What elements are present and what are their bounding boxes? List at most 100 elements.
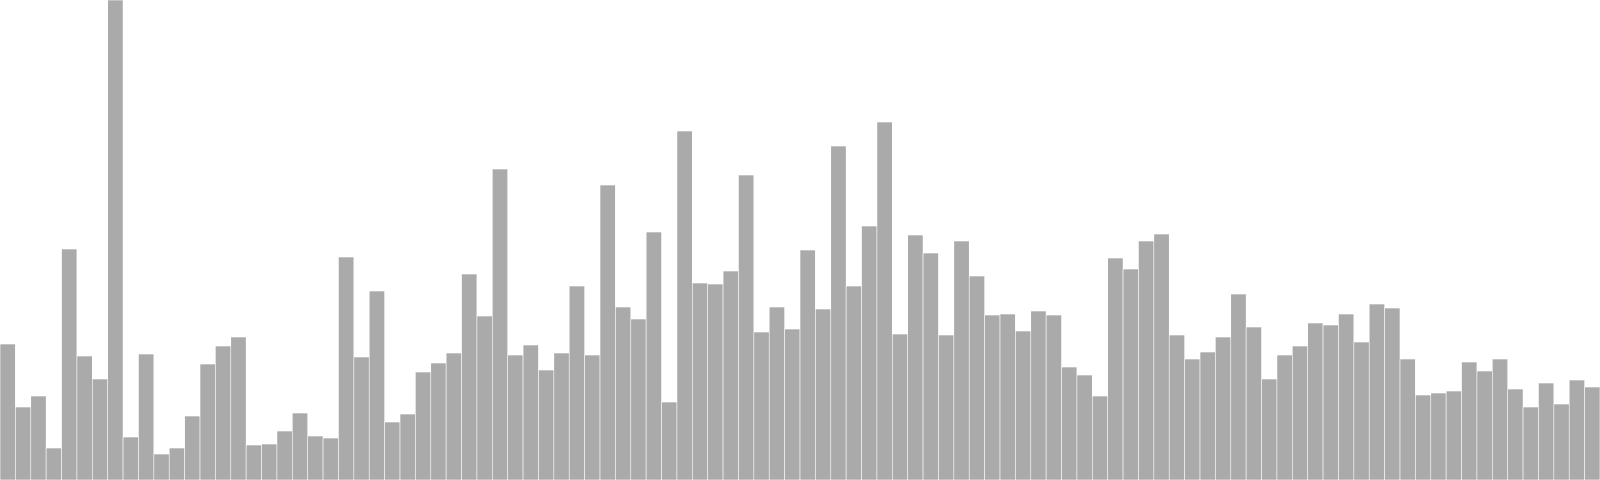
bar bbox=[415, 371, 432, 480]
bar bbox=[1292, 345, 1308, 480]
bar bbox=[445, 352, 462, 480]
bar bbox=[292, 412, 308, 480]
bar bbox=[1353, 341, 1370, 480]
bar bbox=[968, 275, 985, 480]
bar bbox=[107, 0, 124, 480]
bar bbox=[30, 395, 47, 480]
bar bbox=[461, 273, 478, 480]
bar bbox=[922, 252, 939, 480]
bar bbox=[738, 174, 755, 480]
bar bbox=[1107, 257, 1124, 480]
bar bbox=[1015, 330, 1032, 480]
bar bbox=[1384, 307, 1401, 480]
bar bbox=[861, 225, 878, 480]
bar bbox=[1568, 379, 1585, 480]
bar bbox=[707, 283, 724, 480]
bar bbox=[661, 401, 678, 480]
bar bbox=[645, 231, 662, 480]
bar bbox=[476, 315, 493, 480]
bar bbox=[630, 318, 647, 480]
bar bbox=[1153, 233, 1170, 480]
bar bbox=[307, 435, 324, 480]
bar bbox=[984, 314, 1001, 480]
bar bbox=[1584, 386, 1600, 480]
bar bbox=[507, 354, 524, 480]
bar bbox=[676, 130, 693, 480]
bar bbox=[1076, 374, 1093, 480]
bar bbox=[0, 343, 16, 480]
bar bbox=[1522, 406, 1539, 480]
bar bbox=[1307, 322, 1324, 480]
bar bbox=[215, 345, 232, 480]
bar bbox=[322, 437, 339, 480]
bar bbox=[845, 285, 862, 480]
bar bbox=[45, 447, 62, 480]
bar bbox=[1445, 390, 1462, 480]
bar bbox=[1045, 314, 1062, 480]
bar bbox=[1368, 303, 1385, 480]
bar bbox=[876, 121, 893, 480]
bar bbox=[799, 249, 816, 480]
bar bbox=[938, 334, 955, 480]
bar bbox=[584, 354, 601, 480]
bar bbox=[830, 145, 847, 480]
bar bbox=[245, 444, 262, 480]
bar bbox=[892, 333, 908, 480]
bar bbox=[1215, 336, 1232, 480]
bar bbox=[15, 406, 32, 480]
bar bbox=[907, 234, 924, 480]
bar bbox=[492, 168, 508, 480]
bar bbox=[1261, 378, 1278, 480]
bar bbox=[1507, 388, 1524, 480]
bar bbox=[522, 344, 539, 480]
bar bbox=[399, 413, 416, 480]
bar bbox=[1461, 361, 1478, 480]
bar bbox=[1553, 403, 1570, 480]
bar bbox=[553, 352, 570, 480]
bar bbox=[568, 285, 585, 480]
bar bbox=[92, 378, 108, 480]
bar bbox=[1199, 351, 1216, 480]
bar bbox=[122, 436, 139, 480]
bar bbox=[1276, 354, 1293, 480]
bar bbox=[1092, 395, 1108, 480]
bar bbox=[138, 353, 155, 480]
bar bbox=[999, 313, 1016, 480]
bar bbox=[953, 240, 970, 480]
bar bbox=[230, 336, 247, 480]
bar bbox=[368, 290, 385, 480]
bar bbox=[184, 415, 201, 480]
bar bbox=[1415, 394, 1432, 480]
bar bbox=[1061, 366, 1078, 480]
bar bbox=[1492, 358, 1508, 480]
bar bbox=[384, 421, 401, 480]
bar bbox=[815, 308, 832, 480]
bar bbox=[768, 306, 785, 480]
bar bbox=[1138, 240, 1155, 480]
bar bbox=[261, 443, 278, 480]
bar bbox=[753, 331, 770, 480]
bar bbox=[538, 369, 555, 480]
bar bbox=[76, 355, 93, 480]
bar bbox=[722, 270, 739, 480]
bar bbox=[615, 306, 632, 480]
bar bbox=[153, 453, 170, 480]
bar bbox=[692, 282, 708, 480]
bar bbox=[1430, 392, 1447, 480]
bar bbox=[276, 430, 293, 480]
bar bbox=[1184, 358, 1201, 480]
bar bbox=[1168, 334, 1185, 480]
bar bbox=[199, 363, 216, 480]
bar bbox=[1230, 293, 1247, 480]
bar bbox=[1322, 324, 1339, 480]
bar bbox=[1030, 310, 1047, 480]
bar bbox=[1476, 370, 1493, 480]
bar bbox=[338, 256, 355, 480]
bar bbox=[784, 328, 801, 480]
bar bbox=[1399, 358, 1416, 480]
bar bbox=[1245, 326, 1262, 480]
bar bbox=[599, 184, 616, 480]
